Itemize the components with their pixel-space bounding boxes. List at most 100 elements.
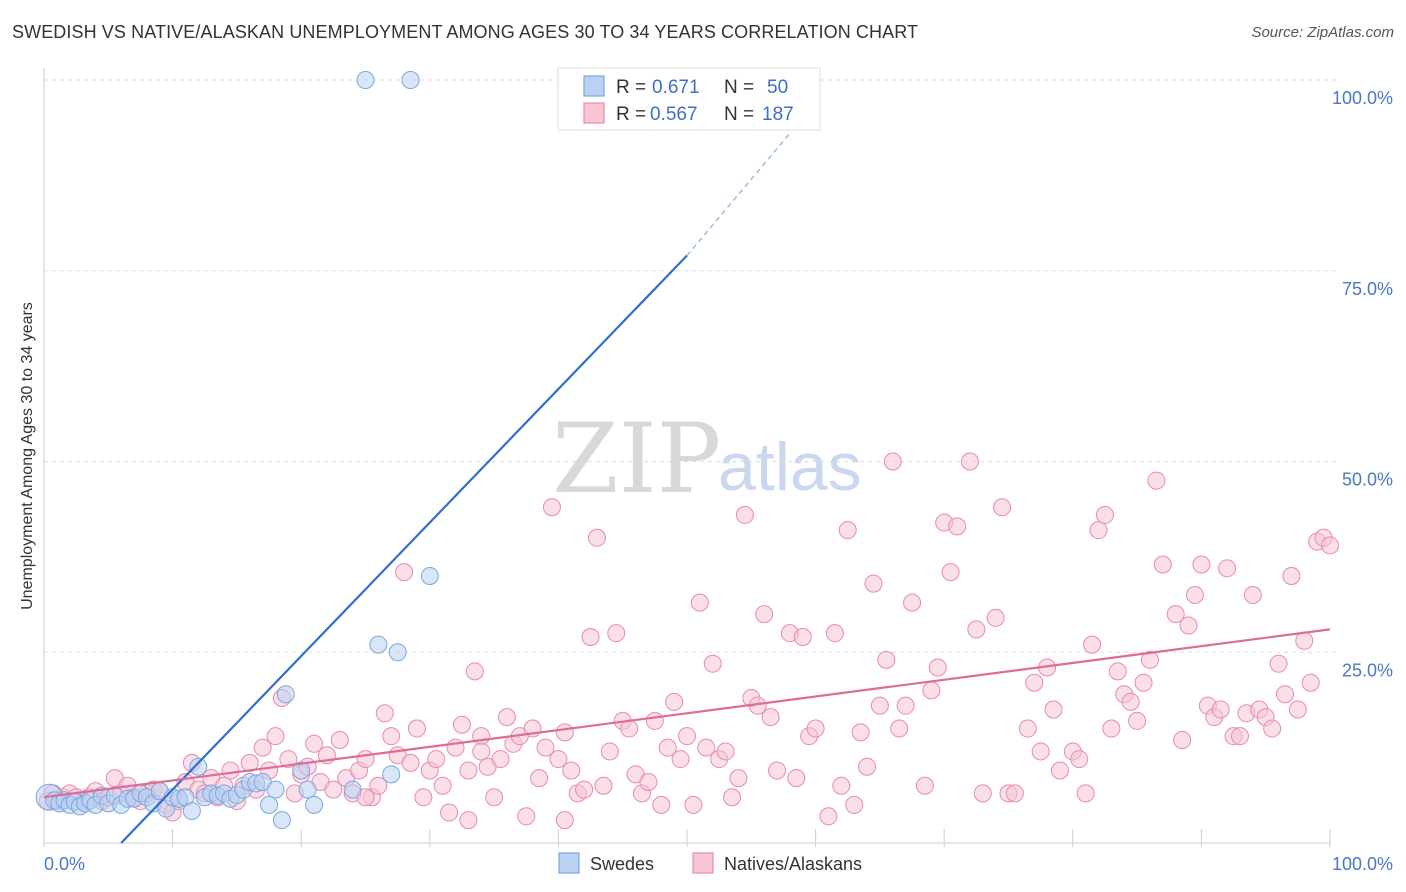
natives-point-94 [639, 772, 658, 791]
natives-point-97 [658, 738, 677, 757]
legend-r-value-swedes: 0.671 [652, 77, 700, 98]
natives-point-142 [973, 784, 992, 803]
natives-point-88 [600, 742, 619, 761]
natives-point-100 [678, 727, 696, 746]
natives-point-163 [1128, 711, 1147, 730]
natives-point-38 [279, 750, 298, 769]
trendlines [43, 132, 1331, 844]
natives-point-72 [497, 708, 516, 727]
swedes-point-47 [420, 566, 439, 585]
natives-point-155 [1076, 784, 1095, 803]
natives-point-185 [1275, 685, 1294, 704]
swedes-point-36 [260, 795, 279, 814]
natives-point-162 [1121, 692, 1140, 711]
swedes-point-48 [356, 71, 375, 89]
natives-point-124 [845, 795, 864, 814]
natives-point-143 [986, 608, 1005, 627]
legend-n-value-natives: 187 [762, 104, 794, 125]
legend-r-label-swedes: R = [616, 77, 646, 98]
swedes-point-46 [388, 643, 407, 662]
swedes-point-43 [343, 780, 362, 799]
natives-point-119 [806, 719, 825, 738]
bottom-legend: Swedes Natives/Alaskans [558, 852, 862, 874]
natives-point-108 [729, 769, 748, 788]
swedes-point-39 [276, 685, 295, 704]
natives-point-132 [896, 696, 915, 715]
source-label: Source: ZipAtlas.com [1251, 24, 1394, 41]
legend-r-value-natives: 0.567 [650, 104, 698, 125]
natives-point-109 [735, 505, 754, 524]
watermark-zip: ZIP [552, 403, 721, 515]
natives-point-107 [723, 788, 742, 807]
natives-point-58 [407, 719, 426, 738]
swedes-point-25 [189, 757, 208, 776]
bottom-legend-swatch-swedes [558, 852, 580, 874]
natives-point-139 [948, 517, 967, 536]
natives-point-113 [761, 708, 780, 727]
y-tick-label-0: 100.0% [1332, 88, 1393, 108]
natives-point-178 [1230, 727, 1249, 746]
natives-point-116 [787, 769, 806, 788]
natives-point-50 [356, 750, 375, 769]
natives-point-42 [305, 734, 324, 753]
natives-point-89 [607, 624, 626, 643]
natives-point-67 [465, 662, 484, 681]
natives-point-138 [941, 563, 960, 582]
natives-point-70 [485, 788, 504, 807]
natives-point-123 [838, 521, 857, 540]
legend-r-label-natives: R = [616, 104, 646, 125]
natives-point-195 [555, 811, 574, 830]
natives-point-86 [587, 528, 606, 547]
natives-point-126 [858, 757, 877, 776]
natives-point-184 [1269, 654, 1288, 673]
natives-point-127 [864, 574, 883, 593]
natives-point-159 [1102, 719, 1121, 738]
natives-point-168 [1166, 605, 1185, 624]
natives-point-85 [581, 627, 600, 646]
natives-point-102 [690, 593, 709, 612]
natives-point-46 [330, 730, 349, 749]
swedes-trendline [120, 254, 688, 844]
natives-point-98 [665, 692, 684, 711]
natives-point-141 [967, 620, 986, 639]
natives-point-188 [1295, 631, 1314, 650]
natives-point-176 [1218, 559, 1237, 578]
natives-point-167 [1153, 555, 1172, 574]
natives-point-136 [928, 658, 947, 677]
natives-point-175 [1211, 700, 1230, 719]
swedes-point-45 [382, 765, 401, 784]
natives-point-99 [671, 750, 690, 769]
natives-point-135 [922, 681, 941, 700]
natives-point-80 [549, 750, 568, 769]
watermark-atlas: atlas [718, 429, 862, 505]
natives-point-130 [883, 452, 902, 471]
natives-point-160 [1108, 662, 1127, 681]
natives-point-154 [1070, 750, 1089, 769]
bottom-legend-label-natives: Natives/Alaskans [724, 854, 862, 874]
legend-n-value-swedes: 50 [767, 77, 788, 98]
natives-point-79 [542, 498, 561, 517]
natives-point-158 [1095, 505, 1114, 524]
swedes-point-38 [272, 811, 291, 830]
y-tick-label-1: 75.0% [1342, 279, 1393, 299]
axes [43, 68, 1331, 847]
natives-point-77 [530, 769, 549, 788]
natives-point-106 [716, 742, 735, 761]
swedes-point-44 [369, 635, 388, 654]
natives-point-148 [1025, 673, 1044, 692]
natives-point-78 [536, 738, 555, 757]
natives-point-144 [993, 498, 1012, 517]
natives-point-156 [1083, 635, 1102, 654]
natives-point-114 [768, 761, 787, 780]
natives-point-75 [517, 807, 536, 826]
natives-point-117 [793, 627, 812, 646]
natives-point-68 [472, 727, 491, 746]
natives-point-172 [1192, 555, 1211, 574]
natives-point-34 [253, 738, 272, 757]
natives-point-183 [1263, 719, 1282, 738]
natives-point-186 [1282, 566, 1301, 585]
natives-point-134 [915, 776, 934, 795]
swedes-point-37 [266, 780, 285, 799]
natives-point-104 [703, 654, 722, 673]
